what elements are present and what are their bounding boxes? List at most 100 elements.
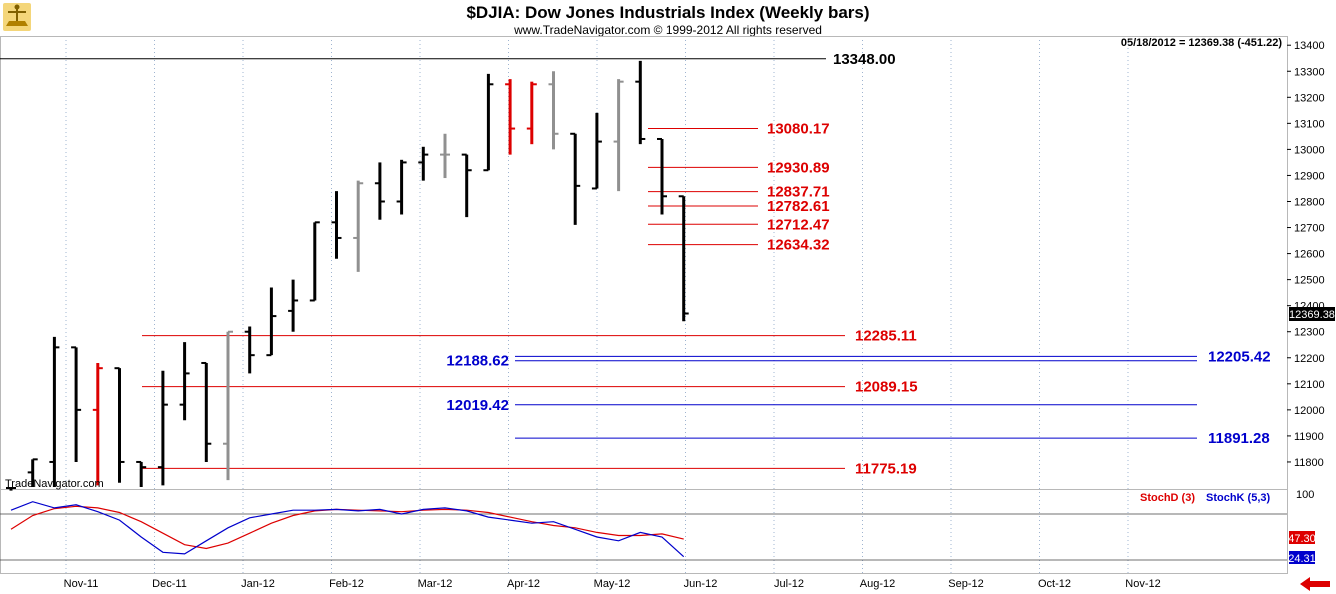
ohlc-bar (179, 342, 190, 421)
price-level-label: 11891.28 (1208, 430, 1270, 447)
price-level-label: 12712.47 (767, 216, 830, 233)
chart-title: $DJIA: Dow Jones Industrials Index (Week… (466, 3, 869, 22)
ohlc-bar (157, 370, 168, 486)
y-tick-label: 12300 (1294, 327, 1325, 339)
ohlc-bar (678, 195, 689, 322)
ohlc-bar (396, 159, 407, 215)
ohlc-bar (418, 146, 429, 181)
x-tick-label: Apr-12 (507, 578, 540, 590)
vertical-gridlines (65, 40, 1129, 573)
stochd-badge-label: 47.30 (1288, 533, 1316, 545)
y-tick-label: 11800 (1294, 457, 1324, 469)
x-tick-label: Dec-11 (152, 578, 187, 590)
x-tick-label: Jun-12 (684, 578, 718, 590)
x-tick-label: Oct-12 (1038, 578, 1071, 590)
price-level-label: 12205.42 (1208, 348, 1271, 365)
x-tick-label: Feb-12 (329, 578, 364, 590)
ohlc-bar (635, 60, 646, 145)
ohlc-bar (6, 487, 16, 491)
x-tick-label: Mar-12 (418, 578, 453, 590)
stochk-legend: StochK (5,3) (1206, 492, 1271, 504)
stochk-badge-label: 24.31 (1288, 553, 1316, 565)
ohlc-bar (201, 361, 212, 462)
price-level-label: 13080.17 (767, 121, 830, 138)
ohlc-bar (613, 79, 624, 192)
ohlc-bar (71, 346, 82, 462)
price-level-label: 12285.11 (855, 328, 917, 345)
y-tick-label: 13300 (1294, 66, 1325, 78)
y-tick-label: 12100 (1294, 379, 1325, 391)
x-tick-label: Nov-11 (64, 578, 99, 590)
ohlc-bar (114, 367, 125, 483)
x-tick-label: May-12 (594, 578, 631, 590)
left-arrow-icon[interactable] (1296, 576, 1332, 592)
ohlc-bar (440, 133, 450, 179)
y-tick-label: 12500 (1294, 275, 1325, 287)
y-tick-label: 12000 (1294, 405, 1325, 417)
price-axis: 1180011900120001210012200123001240012500… (1287, 40, 1325, 469)
ohlc-bar (266, 287, 277, 357)
stochastic-panel: 100 (0, 489, 1314, 561)
ind-y-tick-label: 100 (1296, 489, 1314, 501)
x-tick-label: Sep-12 (948, 578, 983, 590)
x-tick-label: Aug-12 (860, 578, 895, 590)
ohlc-bar (92, 362, 103, 486)
y-tick-label: 13200 (1294, 92, 1325, 104)
y-tick-label: 12900 (1294, 170, 1325, 182)
indicator-panel-frame (0, 489, 1288, 574)
price-level-label: 12019.42 (446, 397, 509, 414)
y-tick-label: 12700 (1294, 223, 1325, 235)
y-tick-label: 13100 (1294, 118, 1325, 130)
ohlc-bar (223, 330, 233, 481)
last-price-badge-label: 12369.38 (1289, 309, 1335, 321)
ohlc-bar (27, 458, 38, 487)
price-level-label: 12089.15 (855, 379, 918, 396)
ohlc-bar (526, 81, 537, 145)
last-close-stat: 05/18/2012 = 12369.38 (-451.22) (1121, 37, 1282, 49)
x-tick-label: Jan-12 (241, 578, 275, 590)
ohlc-bar (548, 71, 559, 150)
chart-subtitle: www.TradeNavigator.com © 1999-2012 All r… (513, 23, 822, 37)
watermark: TradeNavigator.com (5, 478, 104, 490)
price-levels: 13348.00 13080.17 12930.89 12837.7112782.61… (0, 51, 1271, 477)
y-tick-label: 11900 (1294, 431, 1324, 443)
ohlc-bar (505, 79, 516, 155)
y-tick-label: 12200 (1294, 353, 1325, 365)
price-level-label: 12930.89 (767, 159, 830, 176)
price-level-label: 12837.71 (767, 184, 830, 201)
y-tick-label: 12800 (1294, 196, 1325, 208)
x-tick-label: Nov-12 (1125, 578, 1160, 590)
ohlc-bar (591, 112, 602, 190)
price-level-label: 12782.61 (767, 198, 830, 215)
time-axis: Nov-11 Dec-11 Jan-12 Feb-12 Mar-12 Apr-12 May-… (64, 578, 1161, 590)
scales-logo-icon[interactable] (3, 3, 31, 31)
stochd-legend: StochD (3) (1140, 492, 1195, 504)
y-tick-label: 12600 (1294, 249, 1325, 261)
stochk-badge (1289, 551, 1315, 564)
ohlc-bar (374, 162, 385, 220)
ohlc-bar (288, 279, 299, 332)
ohlc-bar (49, 336, 60, 487)
y-tick-label: 13000 (1294, 144, 1325, 156)
x-tick-label: Jul-12 (774, 578, 804, 590)
price-panel-frame (0, 36, 1288, 490)
y-tick-label: 13400 (1294, 40, 1325, 52)
ohlc-bar (331, 191, 342, 259)
price-level-label: 12188.62 (446, 353, 509, 370)
price-level-label: 12634.32 (767, 237, 830, 254)
stochd-badge (1289, 531, 1315, 544)
ohlc-bars (6, 60, 689, 491)
last-price-badge (1289, 307, 1335, 321)
ohlc-bar (353, 180, 364, 272)
stochk-line (10, 501, 685, 558)
ohlc-bar (657, 137, 667, 215)
stochd-line (10, 505, 684, 550)
ohlc-bar (461, 153, 472, 218)
ohlc-bar (244, 326, 255, 374)
ohlc-bar (483, 73, 494, 172)
ohlc-bar (309, 221, 320, 302)
price-level-label: 13348.00 (833, 51, 896, 68)
ohlc-bar (136, 460, 147, 487)
ohlc-bar (570, 132, 581, 225)
